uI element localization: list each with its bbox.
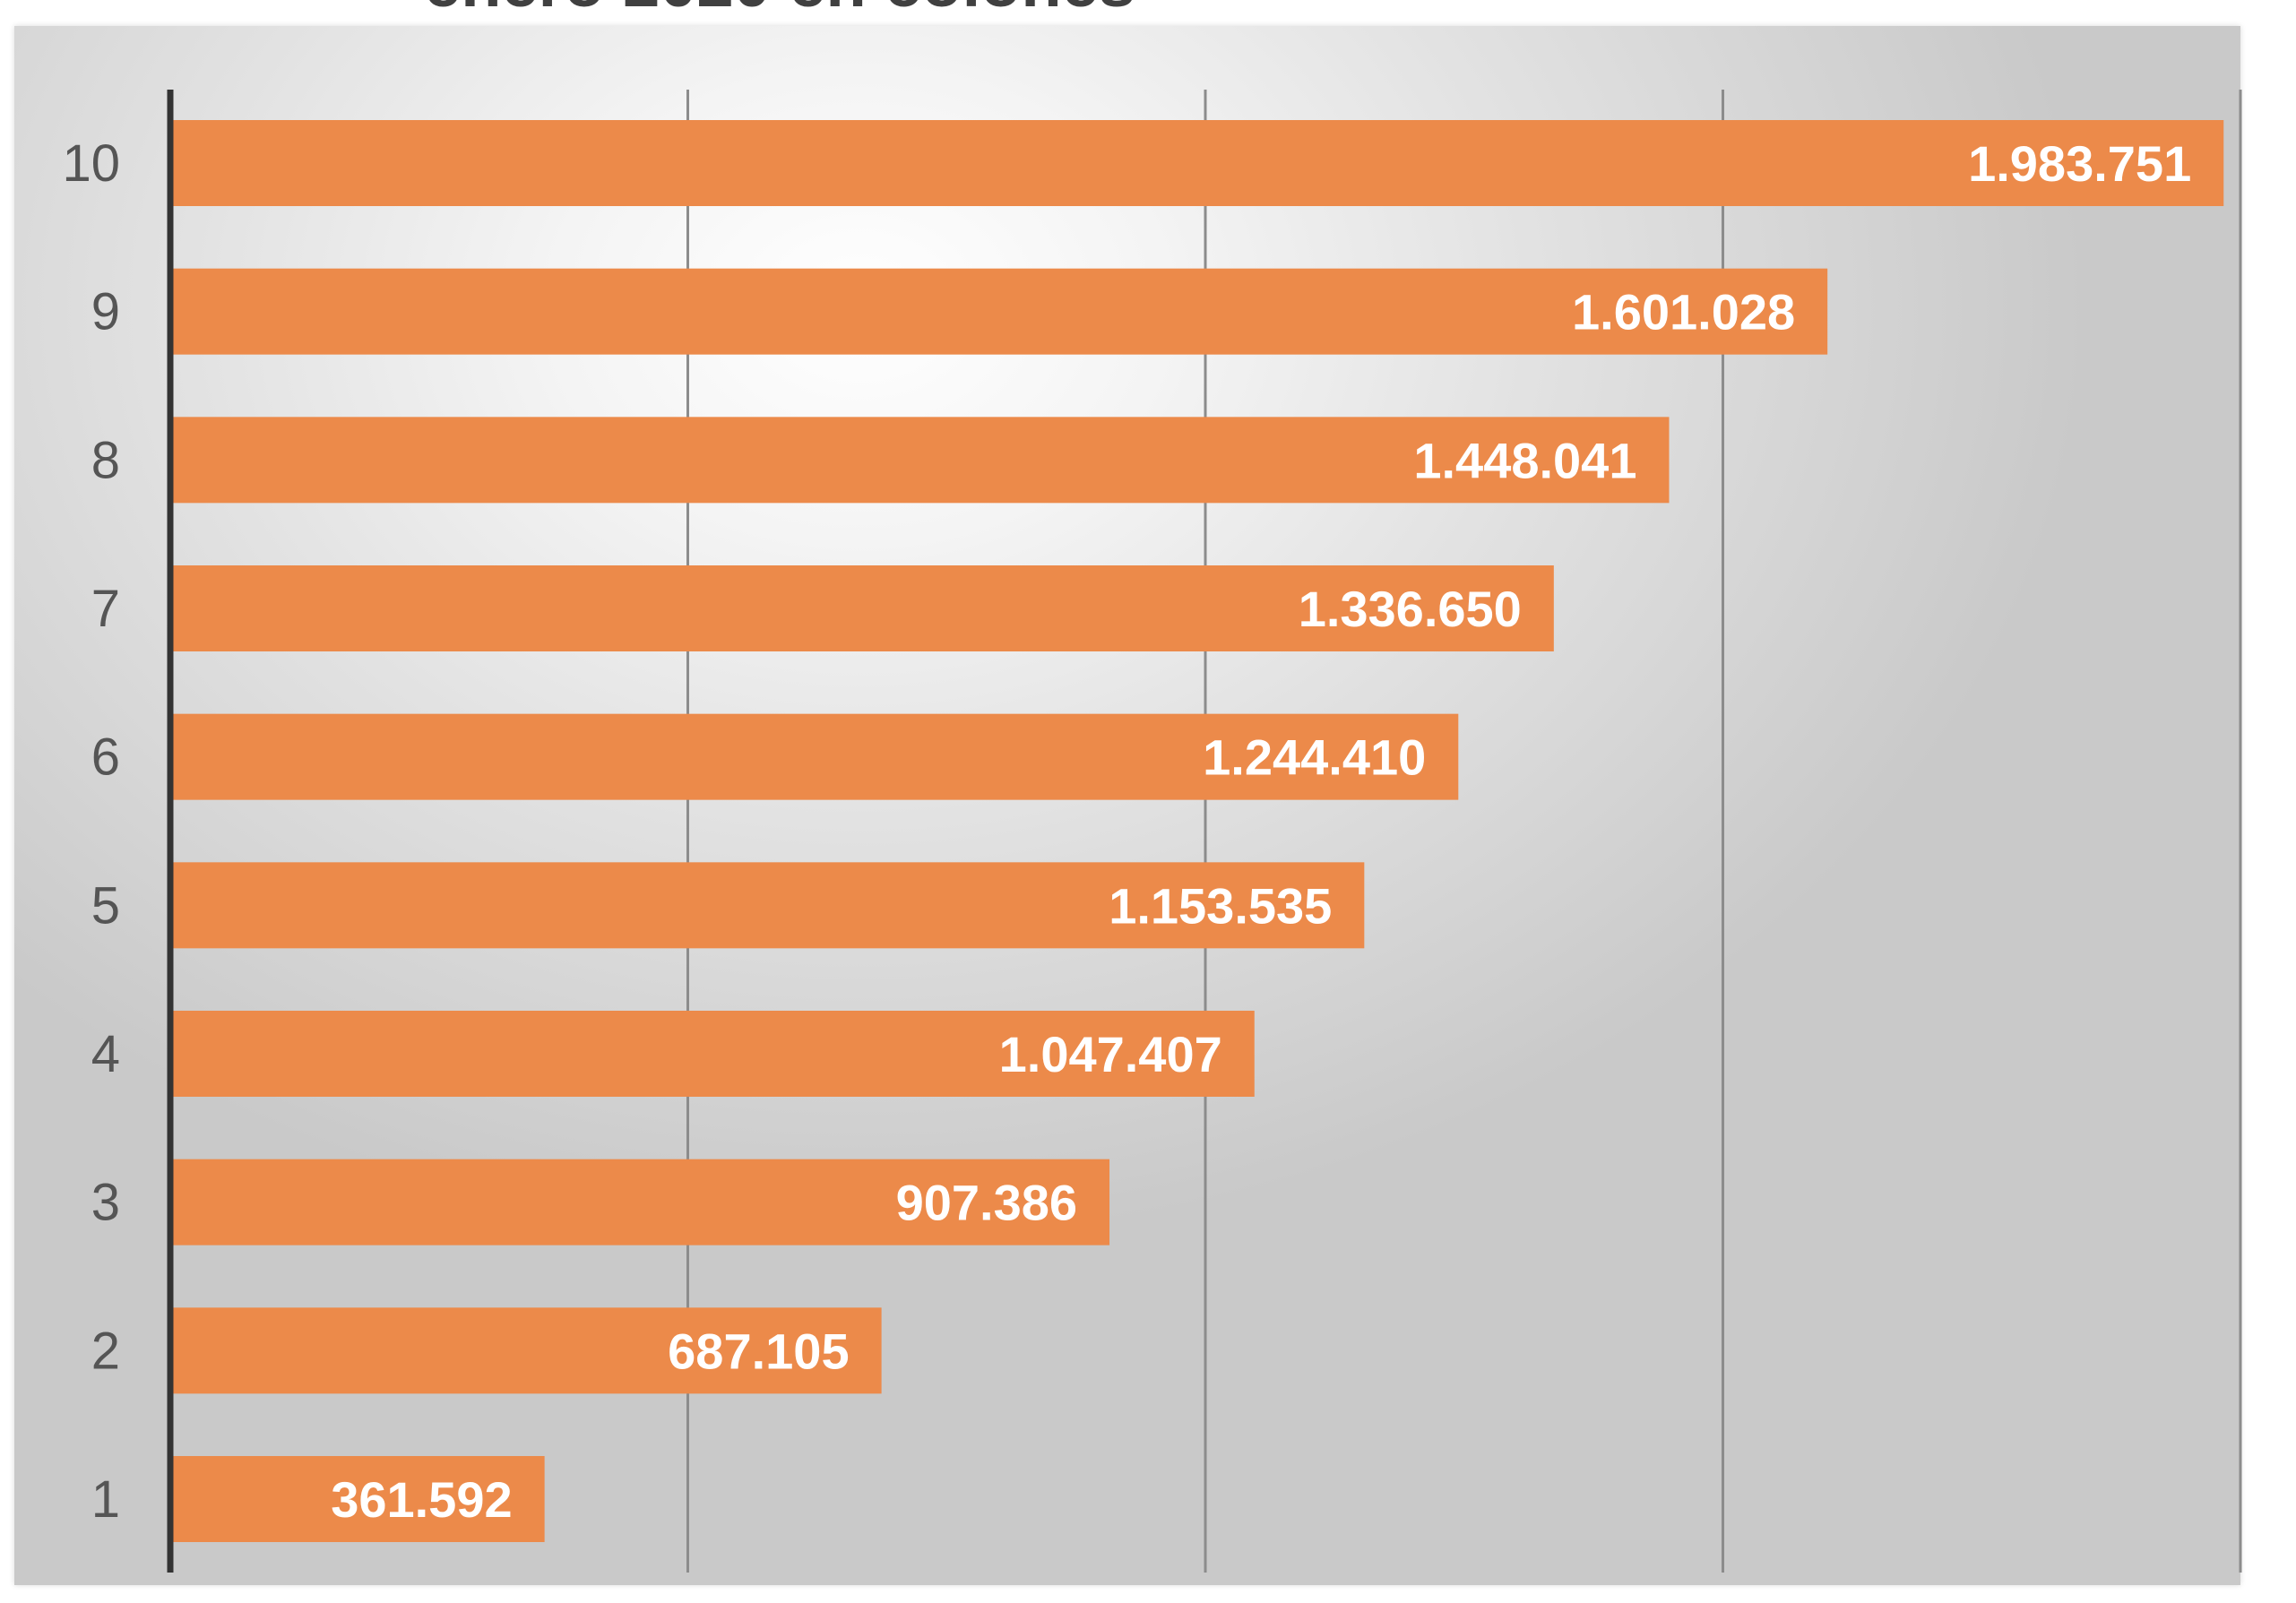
data-label: 687.105 xyxy=(668,1323,849,1379)
bar xyxy=(170,713,1459,800)
data-label: 361.592 xyxy=(331,1471,512,1528)
chart-title: enero 2020 en colones xyxy=(0,0,1559,20)
category-tick-label: 8 xyxy=(91,431,120,489)
bar xyxy=(170,1159,1110,1245)
bar xyxy=(170,1456,545,1542)
data-label: 1.448.041 xyxy=(1413,432,1636,488)
category-tick-label: 3 xyxy=(91,1174,120,1232)
category-tick-label: 9 xyxy=(91,283,120,341)
bar xyxy=(170,120,2224,206)
bar xyxy=(170,1307,882,1394)
bar xyxy=(170,268,1828,355)
bar xyxy=(170,565,1554,651)
bar xyxy=(170,417,1670,504)
data-label: 1.983.751 xyxy=(1968,135,2191,192)
category-tick-label: 1 xyxy=(91,1470,120,1529)
category-tick-label: 7 xyxy=(91,580,120,638)
category-tick-label: 10 xyxy=(62,134,120,193)
category-tick-label: 6 xyxy=(91,728,120,787)
data-label: 1.601.028 xyxy=(1572,284,1795,340)
bar xyxy=(170,1011,1255,1097)
category-tick-label: 4 xyxy=(91,1025,120,1083)
data-label: 1.336.650 xyxy=(1299,581,1522,637)
data-label: 1.244.410 xyxy=(1203,729,1426,786)
category-tick-label: 5 xyxy=(91,876,120,935)
data-label: 907.386 xyxy=(896,1175,1077,1231)
bar xyxy=(170,862,1365,949)
data-label: 1.047.407 xyxy=(999,1026,1222,1082)
data-label: 1.153.535 xyxy=(1109,877,1332,934)
category-tick-label: 2 xyxy=(91,1322,120,1380)
